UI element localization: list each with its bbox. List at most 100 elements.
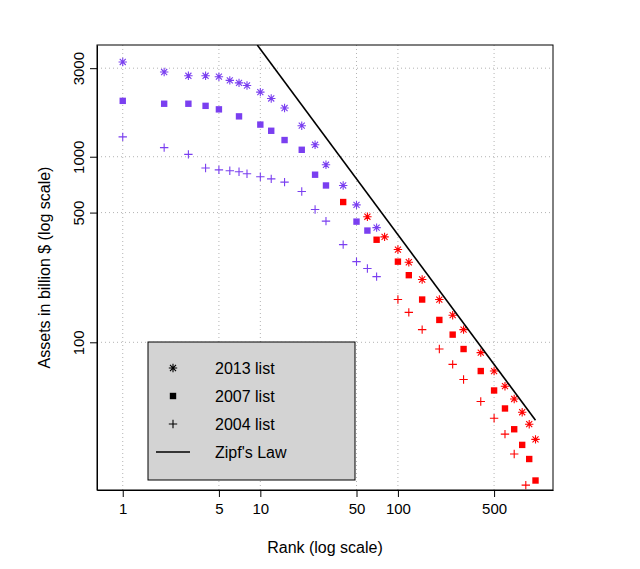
grid-line-x (122, 45, 123, 490)
point (519, 442, 525, 448)
point (340, 199, 346, 205)
point (435, 345, 443, 353)
point (201, 72, 209, 80)
point (280, 104, 288, 112)
point (525, 420, 533, 428)
point (235, 79, 243, 87)
x-tick: 10 (252, 490, 269, 517)
point (202, 103, 208, 109)
x-tick-mark (398, 490, 399, 497)
x-tick-mark (494, 490, 495, 497)
y-axis-line (97, 46, 98, 491)
point (235, 168, 243, 176)
point (459, 375, 467, 383)
point (322, 161, 330, 169)
x-tick-label: 50 (349, 500, 366, 517)
point (280, 178, 288, 186)
x-tick: 1 (119, 490, 127, 517)
x-tick: 500 (482, 490, 507, 517)
point (526, 456, 532, 462)
grid-line-x (494, 45, 495, 490)
x-axis-title: Rank (log scale) (267, 539, 383, 556)
point (226, 76, 234, 84)
point (460, 346, 466, 352)
x-tick-label: 1 (119, 500, 127, 517)
legend-label: 2013 list (215, 360, 275, 377)
grid-line-y (97, 156, 553, 157)
grid-line-y (97, 68, 553, 69)
y-tick-label: 500 (70, 201, 87, 226)
point (267, 175, 275, 183)
x-tick-mark (357, 490, 358, 497)
point (406, 272, 412, 278)
y-tick-mark (90, 342, 97, 343)
x-axis-line (98, 490, 554, 491)
point (363, 264, 371, 272)
legend-box (148, 342, 355, 480)
point (281, 137, 287, 143)
y-tick-mark (90, 68, 97, 69)
point (418, 325, 426, 333)
point (119, 133, 127, 141)
y-tick: 1000 (70, 141, 97, 174)
point (298, 187, 306, 195)
y-tick-mark (90, 157, 97, 158)
y-tick-label: 3000 (70, 52, 87, 85)
x-tick-label: 500 (482, 500, 507, 517)
point (322, 217, 330, 225)
legend: 2013 list 2007 list 2004 list Zipf's Law (148, 342, 355, 480)
point (435, 295, 443, 303)
point (522, 481, 530, 489)
point (405, 308, 413, 316)
point (161, 101, 167, 107)
x-tick: 5 (215, 490, 223, 517)
legend-symbol (169, 364, 177, 372)
point (372, 223, 380, 231)
point (256, 88, 264, 96)
x-tick-label: 100 (386, 500, 411, 517)
point (339, 181, 347, 189)
point (364, 227, 370, 233)
point (299, 147, 305, 153)
point (226, 167, 234, 175)
x-tick-label: 10 (252, 500, 269, 517)
point (394, 295, 402, 303)
point (184, 72, 192, 80)
y-axis-title: Assets in billion $ (log scale) (36, 167, 53, 369)
x-axis: 1 5 10 50 100 500 (98, 490, 554, 517)
point (256, 173, 264, 181)
x-tick-mark (260, 490, 261, 497)
y-axis: 100 500 1000 3000 (70, 46, 98, 491)
point (372, 272, 380, 280)
point (449, 331, 455, 337)
x-tick-label: 5 (215, 500, 223, 517)
legend-label: 2004 list (215, 416, 275, 433)
plot-area (119, 45, 540, 489)
legend-label: 2007 list (215, 388, 275, 405)
point (419, 296, 425, 302)
legend-symbol (169, 420, 177, 428)
point (490, 414, 498, 422)
point (268, 128, 274, 134)
point (373, 237, 379, 243)
point (185, 101, 191, 107)
point (510, 450, 518, 458)
point (405, 258, 413, 266)
point (502, 405, 508, 411)
point (491, 387, 497, 393)
grid-line-x (356, 45, 357, 490)
point (243, 81, 251, 89)
point (215, 72, 223, 80)
chart: 1 5 10 50 100 500 100 500 1000 3000 Rank (log scal… (0, 0, 640, 569)
point (215, 166, 223, 174)
point (380, 233, 388, 241)
grid (97, 45, 553, 490)
legend-label: Zipf's Law (215, 444, 287, 461)
point (395, 258, 401, 264)
legend-symbol (170, 393, 176, 399)
y-tick-label: 100 (70, 330, 87, 355)
point (243, 170, 251, 178)
point (184, 150, 192, 158)
point (353, 218, 359, 224)
point (448, 360, 456, 368)
